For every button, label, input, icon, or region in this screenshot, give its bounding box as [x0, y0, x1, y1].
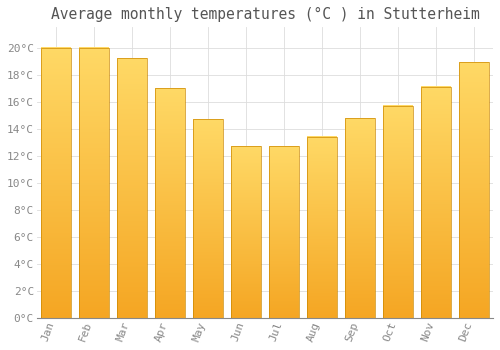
Bar: [155, 88, 184, 318]
Bar: [383, 106, 413, 318]
Bar: [421, 87, 451, 318]
Bar: [307, 137, 337, 318]
Bar: [41, 48, 70, 318]
Title: Average monthly temperatures (°C ) in Stutterheim: Average monthly temperatures (°C ) in St…: [50, 7, 480, 22]
Bar: [269, 146, 298, 318]
Bar: [345, 118, 375, 318]
Bar: [459, 62, 489, 318]
Bar: [231, 146, 260, 318]
Bar: [117, 58, 146, 318]
Bar: [79, 48, 108, 318]
Bar: [193, 119, 222, 318]
